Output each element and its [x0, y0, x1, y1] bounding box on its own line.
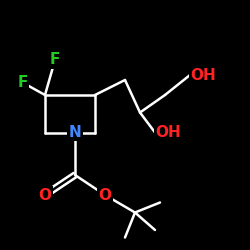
Text: O: O — [98, 188, 112, 202]
Text: F: F — [17, 75, 28, 90]
Text: OH: OH — [190, 68, 216, 82]
Text: F: F — [50, 52, 60, 68]
Text: N: N — [68, 125, 82, 140]
Text: OH: OH — [155, 125, 181, 140]
Text: O: O — [38, 188, 52, 202]
